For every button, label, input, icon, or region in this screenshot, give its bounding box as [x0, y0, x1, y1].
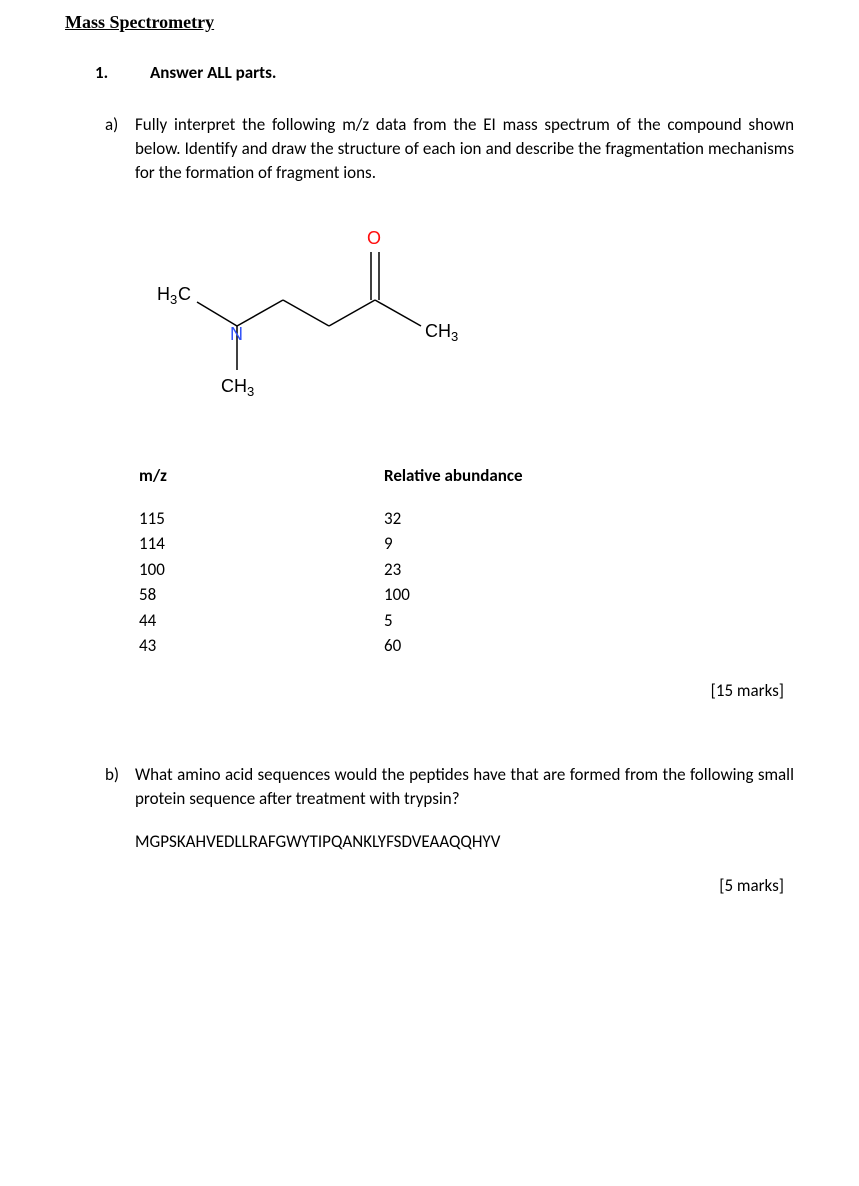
- table-cell: 114: [139, 531, 384, 557]
- table-row: 114 9: [139, 531, 794, 557]
- svg-text:C: C: [178, 284, 191, 304]
- table-cell: 5: [384, 608, 584, 634]
- part-a-marks: [15 marks]: [65, 679, 784, 703]
- table-cell: 44: [139, 608, 384, 634]
- part-a-container: a) Fully interpret the following m/z dat…: [105, 113, 794, 184]
- question-instruction: Answer ALL parts.: [150, 61, 276, 85]
- part-b-text: What amino acid sequences would the pept…: [135, 763, 794, 854]
- svg-text:CH: CH: [221, 376, 247, 396]
- svg-text:N: N: [230, 324, 243, 344]
- svg-text:3: 3: [451, 329, 458, 344]
- svg-text:CH: CH: [425, 321, 451, 341]
- table-header-mz: m/z: [139, 464, 384, 488]
- table-cell: 60: [384, 633, 584, 659]
- part-b-label: b): [105, 763, 135, 854]
- part-b-marks: [5 marks]: [65, 874, 784, 898]
- question-number: 1.: [95, 61, 150, 85]
- table-cell: 9: [384, 531, 584, 557]
- table-header-abundance: Relative abundance: [384, 464, 584, 488]
- table-cell: 32: [384, 506, 584, 532]
- svg-text:3: 3: [170, 292, 177, 307]
- table-cell: 43: [139, 633, 384, 659]
- svg-text:O: O: [367, 228, 381, 248]
- table-row: 44 5: [139, 608, 794, 634]
- question-header: 1. Answer ALL parts.: [95, 61, 794, 85]
- table-row: 58 100: [139, 582, 794, 608]
- part-a-text: Fully interpret the following m/z data f…: [135, 113, 794, 184]
- mz-data-table: m/z Relative abundance 115 32 114 9 100 …: [139, 464, 794, 659]
- page-title: Mass Spectrometry: [65, 10, 794, 35]
- table-cell: 100: [384, 582, 584, 608]
- table-row: 43 60: [139, 633, 794, 659]
- table-cell: 23: [384, 557, 584, 583]
- table-cell: 100: [139, 557, 384, 583]
- table-row: 100 23: [139, 557, 794, 583]
- chemical-structure: H 3 C N CH 3 O CH 3: [139, 222, 794, 424]
- table-cell: 58: [139, 582, 384, 608]
- part-b-container: b) What amino acid sequences would the p…: [105, 763, 794, 854]
- svg-text:3: 3: [247, 384, 254, 399]
- table-row: 115 32: [139, 506, 794, 532]
- svg-text:H: H: [157, 284, 170, 304]
- table-cell: 115: [139, 506, 384, 532]
- part-a-label: a): [105, 113, 135, 184]
- protein-sequence: MGPSKAHVEDLLRAFGWYTIPQANKLYFSDVEAAQQHYV: [135, 830, 794, 854]
